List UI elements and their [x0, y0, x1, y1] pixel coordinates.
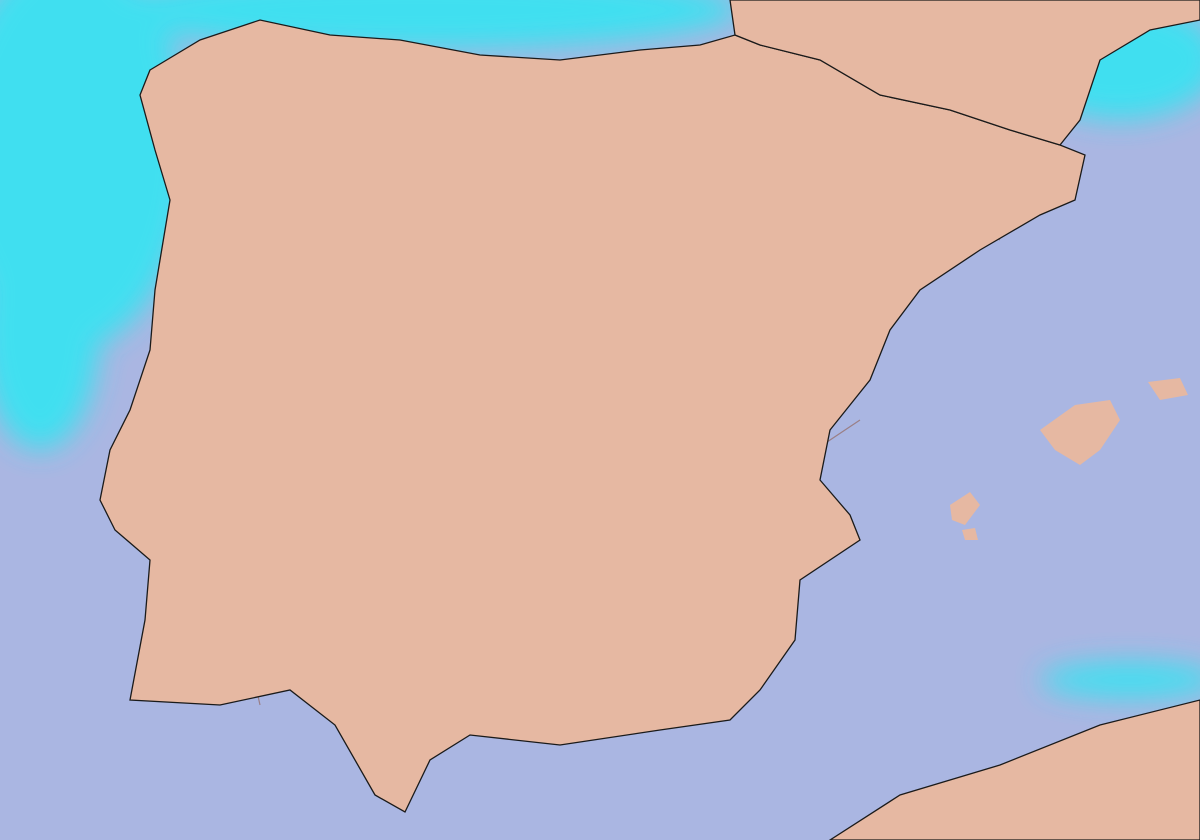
balearic-islands — [950, 378, 1188, 540]
mallorca — [1040, 400, 1120, 465]
formentera — [962, 528, 978, 540]
menorca — [1148, 378, 1188, 400]
ibiza — [950, 492, 980, 525]
